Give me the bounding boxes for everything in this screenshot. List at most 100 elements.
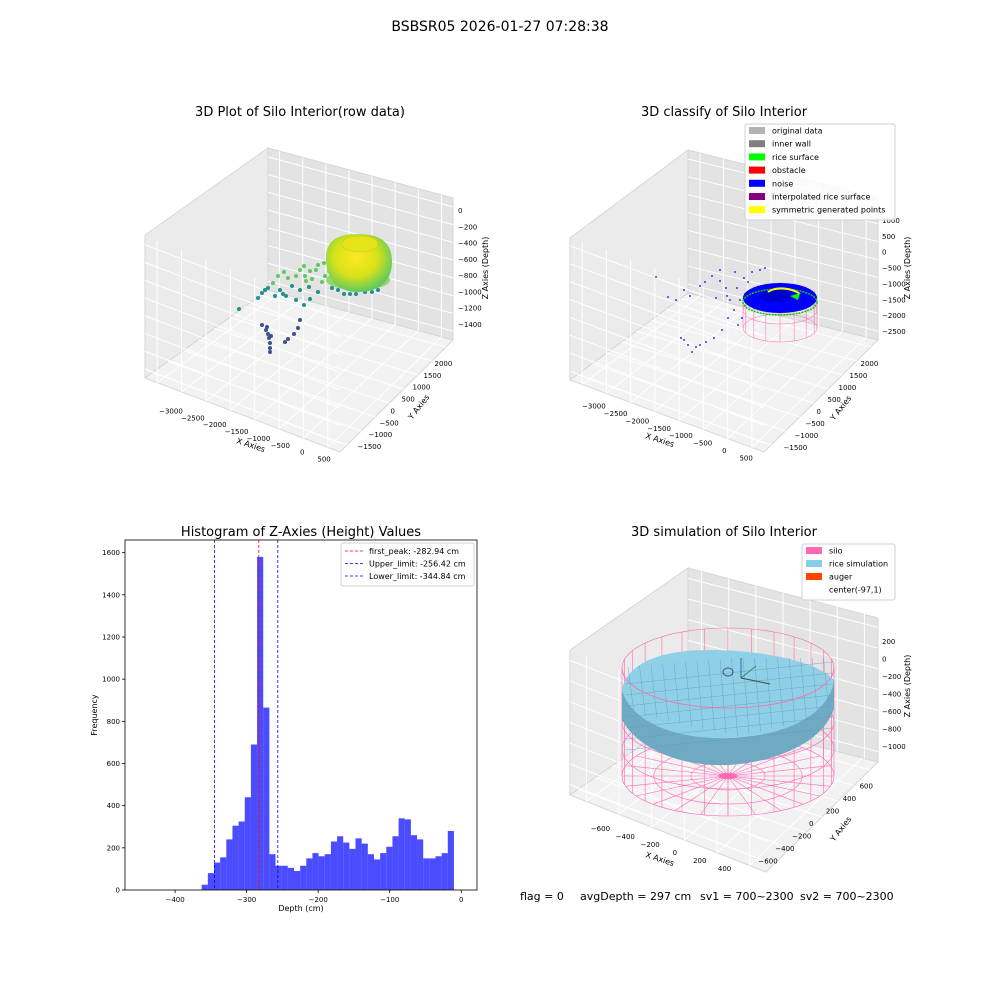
figure-suptitle: BSBSR05 2026-01-27 07:28:38 <box>391 19 608 35</box>
simulation-legend-label: center(-97,1) <box>829 586 882 595</box>
raw-3d-point <box>322 261 326 265</box>
raw-3d-title: 3D Plot of Silo Interior(row data) <box>195 105 405 120</box>
classify-3d-y-tick-label: −1000 <box>795 432 819 440</box>
histogram-bar <box>250 744 258 890</box>
silo-floor-spoke <box>727 775 782 811</box>
classify-noise-point <box>680 337 682 339</box>
raw-3d-point <box>281 292 285 296</box>
histogram-bar <box>226 839 233 890</box>
histogram-bar <box>293 871 301 890</box>
raw-3d-point <box>278 288 282 292</box>
histogram-bar <box>435 856 442 890</box>
panel-classify-3d: 3D classify of Silo Interior −3000−2500−… <box>568 105 912 462</box>
histogram-bar <box>343 842 350 890</box>
silo-floor-spoke <box>700 775 729 815</box>
classify-legend-label: symmetric generated points <box>772 206 885 215</box>
simulation-3d-x-tick-label: 200 <box>693 857 706 865</box>
raw-3d-zlabel: Z Axies (Depth) <box>481 237 490 300</box>
histogram-bar <box>410 835 418 890</box>
classify-noise-point <box>655 276 657 278</box>
classify-legend-swatch <box>749 206 765 214</box>
classify-3d-z-tick-label: 1000 <box>882 217 900 225</box>
simulation-3d-rice <box>622 650 834 766</box>
simulation-3d-y-tick-label: 400 <box>843 795 856 803</box>
raw-3d-point <box>330 286 334 290</box>
classify-noise-point <box>721 329 723 331</box>
raw-3d-x-ticks: −3000−2500−2000−1500−1000−500 0 500 <box>159 407 331 463</box>
raw-3d-point <box>294 298 298 302</box>
raw-3d-z-tick-label: −1400 <box>458 321 482 329</box>
simulation-3d-x-tick-label: −200 <box>640 841 659 849</box>
classify-noise-point <box>743 277 745 279</box>
simulation-3d-x-tick-label: 0 <box>673 849 677 857</box>
simulation-3d-x-ticks: −600 −400 −200 0 200 400 <box>591 825 731 873</box>
raw-3d-y-tick-label: 1500 <box>424 372 442 380</box>
raw-3d-point <box>265 325 269 329</box>
classify-3d-points <box>655 267 766 353</box>
simulation-3d-z-tick-label: −1000 <box>882 743 906 751</box>
raw-3d-y-tick-label: −1000 <box>369 431 393 439</box>
simulation-3d-z-ticks: 200 0 −200 −400 −600 −800 −1000 <box>882 638 906 751</box>
raw-3d-x-tick-label: 500 <box>317 456 330 464</box>
histogram-bar <box>238 821 245 890</box>
classify-noise-point <box>725 287 727 289</box>
raw-3d-x-tick-label: −2500 <box>181 414 205 422</box>
histogram-bar <box>269 854 276 890</box>
rice-mesh-line <box>765 657 773 729</box>
classify-noise-point <box>704 281 706 283</box>
classify-3d-x-tick-label: −1500 <box>647 425 671 433</box>
raw-3d-point <box>304 279 308 283</box>
classify-noise-point <box>719 280 721 282</box>
center-axis-x <box>740 677 771 685</box>
raw-3d-point <box>308 269 312 273</box>
histogram-x-tick-label: −100 <box>380 896 399 904</box>
simulation-3d-silo-upper <box>621 627 835 709</box>
histogram-bar <box>392 836 399 890</box>
auger-marker <box>722 667 734 677</box>
simulation-3d-z-tick-label: 200 <box>882 638 895 646</box>
classify-3d-z-tick-label: 0 <box>882 249 886 257</box>
classify-noise-point <box>727 317 729 319</box>
histogram-bar <box>275 865 282 890</box>
classify-noise-point <box>741 317 743 319</box>
raw-3d-x-tick-label: −500 <box>271 442 290 450</box>
histogram-bar <box>263 707 270 890</box>
simulation-legend-label: auger <box>829 573 853 582</box>
histogram-bar <box>201 884 208 890</box>
raw-3d-point <box>273 294 277 298</box>
classify-noise-point <box>683 289 685 291</box>
simulation-legend-swatch <box>806 573 822 580</box>
raw-3d-point <box>266 332 270 336</box>
histogram-y-tick-label: 1200 <box>102 633 120 641</box>
raw-3d-point <box>336 288 340 292</box>
raw-3d-point <box>354 292 358 296</box>
histogram-y-tick-label: 600 <box>107 760 120 768</box>
classify-3d-y-tick-label: 1500 <box>850 372 868 380</box>
raw-3d-point <box>314 268 318 272</box>
silo-floor-spoke <box>625 775 729 787</box>
classify-3d-z-tick-label: −1000 <box>882 280 906 288</box>
classify-noise-point <box>687 344 689 346</box>
raw-3d-point <box>260 323 264 327</box>
raw-3d-point <box>308 297 312 301</box>
histogram-bar <box>386 846 393 890</box>
classify-legend-label: inner wall <box>772 140 811 149</box>
classify-legend-label: obstacle <box>772 166 806 175</box>
histogram-legend: first_peak: -282.94 cm Upper_limit: -256.… <box>340 542 475 587</box>
raw-3d-point <box>342 292 346 296</box>
raw-3d-point <box>283 340 287 344</box>
classify-noise-point <box>683 339 685 341</box>
panel-histogram: Histogram of Z-Axies (Height) Values −40… <box>90 525 478 913</box>
histogram-bar <box>281 865 288 890</box>
rice-mesh-line <box>625 661 833 685</box>
classify-3d-z-ticks: 1000 500 0 −500 −1000 −1500 −2000 −2500 <box>882 217 906 336</box>
simulation-3d-x-tick-label: −400 <box>616 833 635 841</box>
histogram-bar <box>318 856 325 890</box>
histogram-bars <box>201 556 454 890</box>
raw-3d-point <box>256 296 260 300</box>
raw-3d-gridlines <box>144 151 454 448</box>
simulation-3d-z-tick-label: −600 <box>882 708 901 716</box>
histogram-y-tick-label: 1000 <box>102 676 120 684</box>
classify-3d-y-tick-label: 500 <box>828 396 841 404</box>
